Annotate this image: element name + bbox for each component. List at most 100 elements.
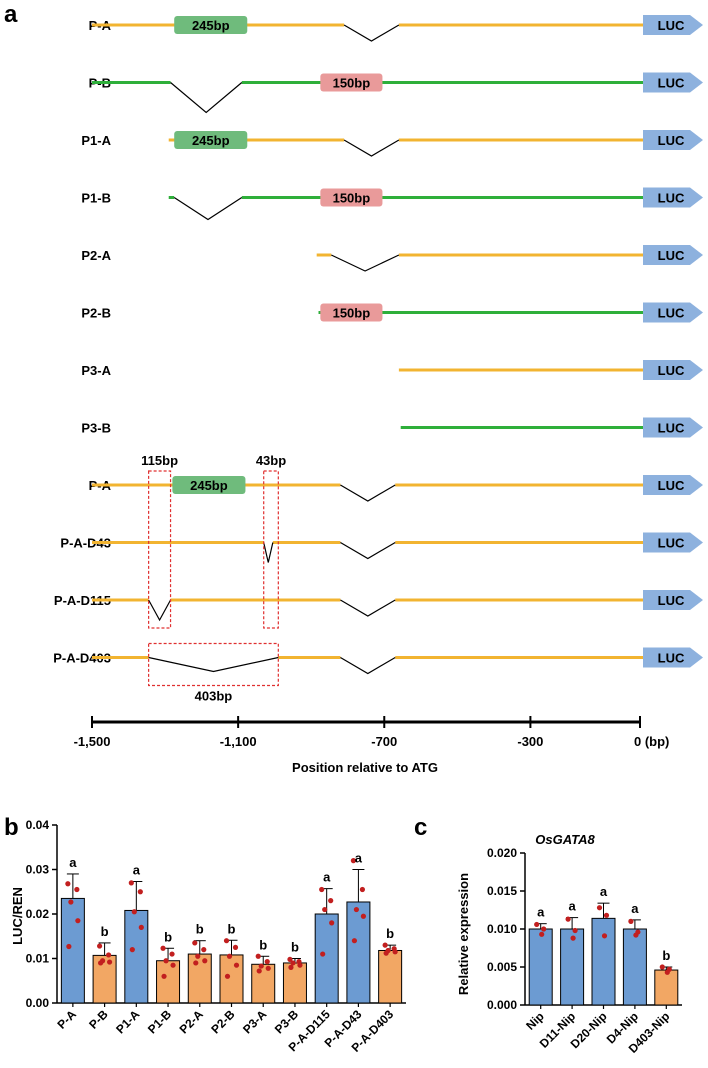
data-point	[65, 881, 71, 887]
luc-arrow	[643, 187, 703, 208]
data-point	[75, 918, 81, 924]
deletion-dashed-box	[148, 642, 279, 687]
luc-arrow	[643, 360, 703, 380]
bar-d4-nip	[622, 928, 647, 1006]
data-point	[353, 906, 360, 913]
x-tick-label-p2-b: P2-B	[208, 1007, 237, 1036]
intron-v-line	[331, 254, 400, 272]
luc-arrow	[643, 590, 703, 610]
panel-label-b: b	[4, 814, 19, 841]
deletion-notch	[263, 542, 274, 563]
luc-arrow	[643, 532, 703, 553]
intron-v-line	[340, 656, 396, 675]
data-point	[322, 906, 328, 913]
data-point	[223, 938, 230, 944]
bar-p-a-d43	[346, 901, 371, 1004]
significance-letter: b	[291, 940, 299, 955]
box-245bp	[172, 476, 246, 494]
panel-a-diagram: P-A245bpLUCP-B150bpLUCP1-A245bpLUCP1-B15…	[53, 15, 703, 704]
x-tick-label-p2-a: P2-A	[177, 1007, 206, 1036]
data-point	[541, 926, 547, 932]
deletion-notch	[148, 599, 172, 622]
significance-letter: b	[662, 948, 670, 963]
y-tick-label: 0.04	[26, 818, 50, 832]
luc-label: LUC	[658, 76, 685, 91]
data-point	[137, 889, 143, 895]
box-150bp-label: 150bp	[333, 191, 371, 206]
position-tick-label: -1,500	[74, 734, 111, 749]
luc-arrow	[643, 15, 703, 35]
data-point	[382, 942, 388, 948]
bar-p-a	[60, 897, 85, 1004]
data-point	[258, 963, 264, 969]
intron-v-line	[173, 196, 243, 221]
data-point	[96, 943, 103, 949]
y-tick-label: 0.000	[487, 998, 517, 1012]
bar-nip	[528, 928, 553, 1006]
data-point	[601, 933, 608, 939]
significance-letter: b	[259, 937, 267, 952]
axis-label-position: Position relative to ATG	[292, 760, 438, 775]
data-point	[106, 959, 113, 965]
significance-letter: b	[164, 929, 172, 944]
data-point	[201, 947, 207, 953]
x-tick-label-nip: Nip	[523, 1009, 547, 1033]
luc-arrow	[643, 647, 703, 668]
data-point	[202, 958, 208, 964]
data-point	[105, 952, 112, 958]
deletion-label-43bp: 43bp	[256, 453, 286, 468]
box-150bp	[320, 73, 383, 92]
luc-label: LUC	[658, 536, 685, 551]
position-tick-label: -300	[517, 734, 543, 749]
luc-arrow	[643, 72, 703, 93]
data-point	[232, 944, 239, 950]
data-point	[570, 935, 576, 941]
significance-letter: b	[196, 922, 204, 937]
data-point	[265, 965, 271, 971]
x-tick-label-p1-b: P1-B	[145, 1007, 174, 1036]
bar-p2-a	[187, 953, 212, 1004]
data-point	[256, 968, 262, 974]
box-245bp	[174, 131, 248, 149]
construct-label-p-a-d43: P-A-D43	[60, 536, 111, 551]
bar-d20-nip	[591, 917, 616, 1006]
data-point	[138, 924, 144, 930]
data-point	[329, 920, 335, 926]
construct-label-p3-a: P3-A	[81, 363, 111, 378]
position-tick-label: -700	[371, 734, 397, 749]
significance-letter: b	[386, 926, 394, 941]
data-point	[572, 927, 578, 934]
y-tick-label: 0.020	[487, 846, 517, 860]
construct-label-p1-a: P1-A	[81, 133, 111, 148]
data-point	[290, 960, 296, 966]
luc-label: LUC	[658, 191, 685, 206]
y-tick-label: 0.02	[26, 907, 50, 921]
x-tick-label-p3-a: P3-A	[240, 1007, 269, 1036]
luc-label: LUC	[658, 478, 685, 493]
luc-label: LUC	[658, 133, 685, 148]
data-point	[534, 921, 540, 928]
data-point	[68, 899, 74, 905]
intron-v-line	[340, 599, 396, 617]
x-tick-label-p-a: P-A	[54, 1007, 79, 1032]
bar-p3-b	[282, 962, 307, 1004]
data-point	[163, 958, 169, 964]
luc-arrow	[643, 245, 703, 265]
deletion-label-115bp: 115bp	[141, 453, 178, 468]
data-point	[195, 953, 201, 959]
significance-letter: a	[631, 901, 639, 916]
intron-v-line	[343, 24, 400, 42]
chart-title-c: OsGATA8	[535, 832, 595, 847]
data-point	[565, 916, 571, 922]
data-point	[664, 969, 670, 975]
significance-letter: a	[600, 884, 608, 899]
luc-label: LUC	[658, 248, 685, 263]
bar-p-a-d403	[378, 949, 403, 1004]
data-point	[659, 964, 665, 970]
panel-b-chart: LUC/REN 0.00 0.01 0.02 0.03 0.04 a P-A b P-B a P1-…	[10, 818, 406, 1055]
luc-label: LUC	[658, 593, 685, 608]
intron-v-line	[343, 139, 400, 157]
deletion-dashed-box	[148, 470, 172, 629]
bar-d403-nip	[654, 969, 679, 1006]
